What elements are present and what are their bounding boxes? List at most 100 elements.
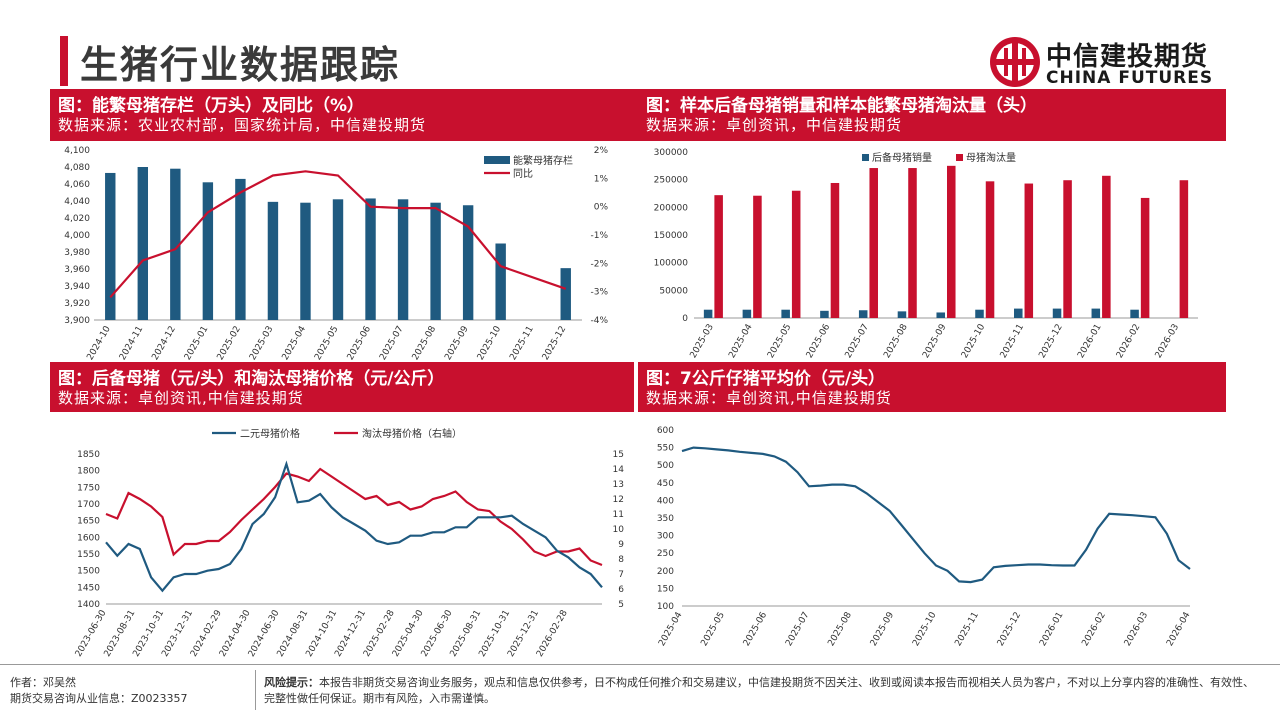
bar-gilt-sales bbox=[1014, 308, 1023, 318]
page-title: 生猪行业数据跟踪 bbox=[80, 43, 401, 87]
y-left-tick-label: 3,900 bbox=[64, 316, 90, 326]
y-tick-label: 300 bbox=[657, 532, 674, 542]
bar-sow-culling bbox=[908, 168, 917, 318]
legend-label: 母猪淘汰量 bbox=[966, 151, 1016, 164]
y-left-tick-label: 1850 bbox=[77, 450, 100, 460]
legend-label: 能繁母猪存栏 bbox=[513, 154, 573, 167]
line-yoy bbox=[109, 170, 567, 299]
panel-source: 数据来源：卓创资讯,中信建投期货 bbox=[646, 389, 892, 407]
y-left-tick-label: 1450 bbox=[77, 583, 100, 593]
bar-sow-culling bbox=[714, 195, 723, 318]
risk-label: 风险提示： bbox=[264, 676, 319, 689]
bar-sow-culling bbox=[869, 168, 878, 318]
legend-swatch bbox=[862, 154, 869, 161]
x-tick-label: 2026-01 bbox=[1038, 611, 1065, 649]
x-tick-label: 2025-06 bbox=[346, 324, 374, 360]
x-tick-label: 2025-04 bbox=[657, 610, 685, 648]
logo-english-name: CHINA FUTURES bbox=[1046, 68, 1214, 88]
y-left-tick-label: 1400 bbox=[77, 600, 100, 610]
y-right-tick-label: 6 bbox=[618, 585, 624, 595]
x-tick-label: 2026-02 bbox=[1080, 611, 1107, 649]
y-right-tick-label: 12 bbox=[613, 495, 624, 505]
panel-title: 图：样本后备母猪销量和样本能繁母猪淘汰量（头） bbox=[646, 96, 1037, 116]
y-left-tick-label: 4,060 bbox=[64, 180, 90, 190]
y-tick-label: 350 bbox=[657, 514, 674, 524]
bar-gilt-sales bbox=[742, 309, 752, 318]
y-tick-label: 50000 bbox=[659, 286, 688, 296]
x-tick-label: 2025-11 bbox=[999, 323, 1026, 361]
bar-sow-inventory bbox=[105, 172, 116, 320]
legend-label: 后备母猪销量 bbox=[872, 151, 932, 164]
y-tick-label: 0 bbox=[682, 314, 688, 324]
x-tick-label: 2025-12 bbox=[996, 611, 1023, 649]
bar-sow-inventory bbox=[560, 268, 571, 320]
y-right-tick-label: 7 bbox=[618, 570, 624, 580]
line-gilt-price bbox=[105, 460, 603, 593]
y-right-tick-label: 15 bbox=[613, 450, 624, 460]
bar-sow-inventory bbox=[495, 243, 506, 320]
y-right-tick-label: 5 bbox=[618, 600, 624, 610]
x-tick-label: 2025-10 bbox=[911, 610, 939, 648]
bar-gilt-sales bbox=[936, 312, 945, 318]
y-right-tick-label: -2% bbox=[590, 259, 608, 269]
y-left-tick-label: 1800 bbox=[77, 467, 100, 477]
y-right-tick-label: 13 bbox=[613, 480, 624, 490]
risk-text: 本报告非期货交易咨询业务服务，观点和信息仅供参考，日不构成任何推介和交易建议，中… bbox=[264, 676, 1254, 705]
y-left-tick-label: 4,080 bbox=[64, 163, 90, 173]
y-left-tick-label: 4,040 bbox=[64, 197, 90, 207]
x-tick-label: 2025-12 bbox=[1037, 323, 1064, 361]
bar-sow-inventory bbox=[397, 199, 409, 320]
bar-sow-culling bbox=[1063, 180, 1072, 318]
y-right-tick-label: 1% bbox=[594, 174, 609, 184]
bar-gilt-sales bbox=[1052, 308, 1062, 318]
y-left-tick-label: 3,980 bbox=[64, 248, 90, 258]
y-left-tick-label: 4,000 bbox=[64, 231, 90, 241]
y-tick-label: 200000 bbox=[654, 203, 689, 213]
footer-divider bbox=[0, 664, 1280, 665]
x-tick-label: 2025-07 bbox=[378, 325, 405, 361]
y-right-tick-label: 11 bbox=[613, 510, 624, 520]
x-tick-label: 2025-05 bbox=[313, 325, 340, 361]
risk-disclaimer: 风险提示：本报告非期货交易咨询业务服务，观点和信息仅供参考，日不构成任何推介和交… bbox=[264, 675, 1264, 707]
y-left-tick-label: 3,960 bbox=[64, 265, 90, 275]
y-tick-label: 400 bbox=[657, 496, 674, 506]
x-tick-label: 2026-03 bbox=[1154, 323, 1181, 361]
line-piglet-price bbox=[681, 446, 1191, 584]
y-left-tick-label: 3,940 bbox=[64, 282, 90, 292]
x-tick-label: 2024-12 bbox=[150, 325, 177, 361]
legend-label: 淘汰母猪价格（右轴） bbox=[362, 427, 462, 440]
legend-label: 同比 bbox=[513, 168, 533, 180]
bar-gilt-sales bbox=[820, 310, 829, 318]
x-tick-label: 2025-08 bbox=[411, 324, 439, 360]
x-tick-label: 2025-09 bbox=[921, 322, 949, 360]
y-right-tick-label: 10 bbox=[613, 525, 625, 535]
x-tick-label: 2025-04 bbox=[281, 324, 309, 360]
chart-sow-inventory: 3,900 3,920 3,940 3,960 3,980 4,000 4,020 4,040… bbox=[64, 146, 609, 361]
x-tick-label: 2024-11 bbox=[118, 325, 145, 361]
bar-sow-culling bbox=[1024, 183, 1034, 318]
bar-sow-inventory bbox=[300, 202, 311, 320]
bar-sow-culling bbox=[1102, 175, 1111, 318]
x-tick-label: 2025-01 bbox=[183, 325, 210, 361]
bar-sow-culling bbox=[947, 165, 956, 318]
y-right-tick-label: -1% bbox=[590, 231, 608, 241]
y-tick-label: 550 bbox=[657, 444, 674, 454]
x-tick-label: 2025-06 bbox=[805, 322, 833, 360]
panel-header-2: 图：样本后备母猪销量和样本能繁母猪淘汰量（头） 数据来源：卓创资讯，中信建投期货 bbox=[638, 89, 1226, 141]
x-tick-label: 2025-11 bbox=[953, 611, 980, 649]
panel-source: 数据来源：卓创资讯，中信建投期货 bbox=[646, 116, 903, 134]
bar-sow-culling bbox=[830, 182, 840, 318]
bar-sow-inventory bbox=[462, 205, 474, 320]
y-left-tick-label: 3,920 bbox=[64, 299, 90, 309]
y-right-tick-label: -4% bbox=[590, 316, 608, 326]
panel-title: 图：7公斤仔猪平均价（元/头） bbox=[646, 369, 886, 389]
bar-sow-culling bbox=[1179, 180, 1189, 318]
bar-sow-inventory bbox=[365, 198, 376, 320]
x-tick-label: 2025-12 bbox=[541, 325, 568, 361]
x-tick-label: 2025-05 bbox=[699, 611, 726, 649]
bar-sow-culling bbox=[791, 190, 801, 318]
x-tick-label: 2025-03 bbox=[689, 323, 716, 361]
x-tick-label: 2025-07 bbox=[844, 323, 871, 361]
y-right-tick-label: 2% bbox=[594, 146, 609, 156]
bar-gilt-sales bbox=[1091, 308, 1101, 318]
